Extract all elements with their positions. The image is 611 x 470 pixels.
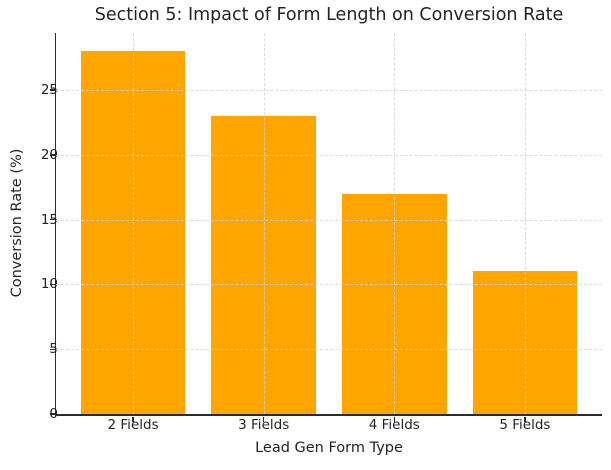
h-gridline [56,349,602,351]
h-gridline [56,219,602,221]
bar-5-fields [472,271,578,414]
y-axis-label: Conversion Rate (%) [9,148,25,298]
x-tick-label: 4 Fields [368,417,420,433]
y-tick-label: 20 [40,146,58,163]
plot-area [49,33,602,422]
bar-2-fields [80,51,186,414]
x-tick-label: 5 Fields [499,417,551,433]
chart-title: Section 5: Impact of Form Length on Conv… [94,5,564,25]
x-tick-label: 3 Fields [238,417,290,433]
v-gridline [394,33,396,414]
x-tick-mark [132,417,134,422]
y-tick-mark [49,89,55,91]
y-tick-mark [49,283,55,286]
h-gridline [56,154,602,156]
h-gridline [56,284,602,286]
bar-3-fields [211,115,316,414]
y-tick-label: 25 [40,82,58,99]
x-axis-label: Lead Gen Form Type [255,440,403,456]
h-gridline [56,90,602,92]
y-tick-mark [49,218,55,221]
y-tick-label: 15 [40,211,58,228]
y-tick-label: 0 [49,406,58,422]
y-tick-mark [49,348,55,350]
x-tick-mark [524,417,526,422]
x-tick-mark [262,417,265,422]
y-axis-spine [54,33,56,416]
x-tick-mark [393,417,395,422]
v-gridline [133,33,135,414]
bar-4-fields [342,193,447,414]
v-gridline [263,33,265,414]
x-tick-label: 2 Fields [107,417,159,433]
y-tick-mark [49,154,55,156]
x-axis-spine [54,414,602,416]
y-tick-mark [49,413,55,415]
y-tick-label: 10 [40,276,58,293]
v-gridline [524,33,526,414]
y-tick-label: 5 [49,341,58,358]
